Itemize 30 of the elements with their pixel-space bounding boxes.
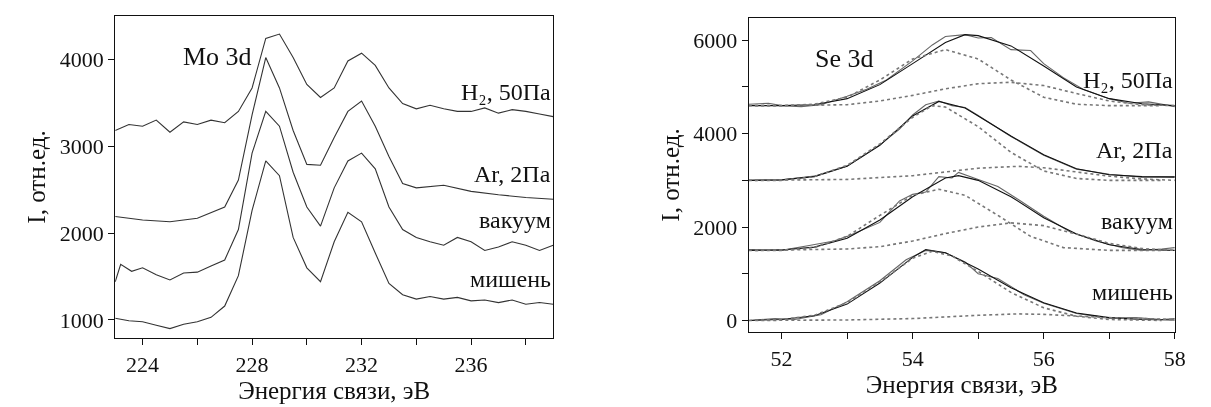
y-axis-title: I, отн.ед. [657, 128, 685, 222]
x-tick-label: 56 [1032, 345, 1055, 371]
y-tick-label: 1000 [59, 307, 104, 333]
y-tick-label: 4000 [693, 121, 738, 147]
x-tick-label: 52 [770, 345, 793, 371]
series-label: Ar, 2Па [474, 161, 551, 187]
y-tick-label: 3000 [59, 133, 104, 159]
x-tick-label: 54 [901, 345, 924, 371]
y-tick-label: 2000 [693, 214, 738, 240]
y-tick-label: 4000 [59, 46, 104, 72]
series-label: вакуум [1101, 208, 1173, 234]
x-axis-title: Энергия связи, эВ [865, 370, 1058, 398]
x-axis-title: Энергия связи, эВ [238, 376, 431, 404]
annotation: Se 3d [815, 44, 874, 73]
series-label: H₂, 50Па [461, 79, 552, 105]
series-label: H₂, 50Па [1083, 67, 1174, 93]
series-label: вакуум [479, 207, 551, 233]
x-tick-label: 228 [235, 351, 269, 377]
x-tick-label: 224 [126, 351, 160, 377]
y-tick-label: 6000 [693, 27, 738, 53]
x-tick-label: 232 [345, 351, 379, 377]
y-tick-label: 0 [726, 308, 738, 334]
series-label: мишень [470, 266, 552, 292]
series-label: мишень [1092, 279, 1174, 305]
x-tick-label: 236 [454, 351, 488, 377]
x-tick-label: 58 [1163, 345, 1186, 371]
y-tick-label: 2000 [59, 220, 104, 246]
annotation: Mo 3d [183, 42, 252, 71]
series-label: Ar, 2Па [1096, 137, 1173, 163]
y-axis-title: I, отн.ед. [23, 130, 51, 224]
